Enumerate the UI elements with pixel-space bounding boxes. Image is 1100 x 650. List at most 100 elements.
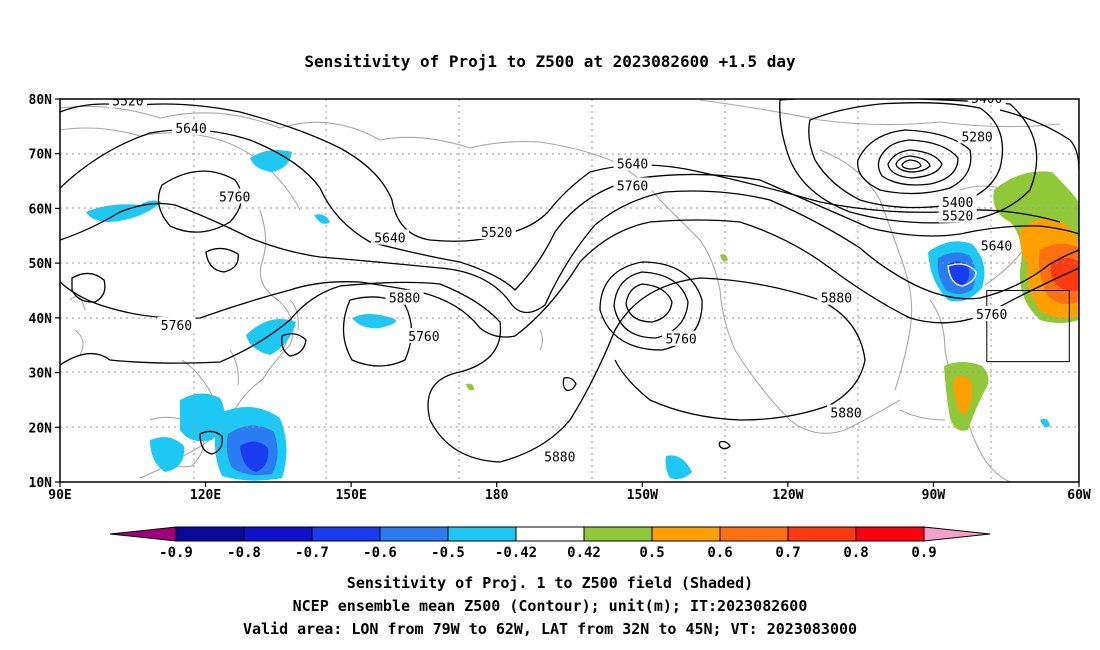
contour-pacific-low-3 [625,283,673,323]
contour-ne-outer-2 [779,99,1038,224]
contour-label: 5760 [665,333,696,348]
colorbar-box [651,526,721,542]
shade-blob [180,393,225,442]
lon-tick-label: 120E [190,488,221,503]
colorbar-box [787,526,857,542]
contour-pacific-low-1 [599,261,703,351]
chart-title: Sensitivity of Proj1 to Z500 at 20230826… [304,52,796,71]
contour-label: 5640 [981,240,1012,255]
contour-label-bg [385,289,424,305]
contour-label-bg [540,448,579,464]
contour-5640 [60,129,1079,291]
contour-label: 5760 [976,308,1007,323]
contour-label: 5880 [389,292,420,307]
contour-label: 5640 [617,158,648,173]
contour-ne-low-1 [857,129,972,195]
contour-label: 5880 [830,407,861,422]
contour-label: 5880 [544,450,575,465]
contour-label-bg [817,289,856,305]
lon-tick-label: 120W [772,488,803,503]
lon-tick-label: 60W [1067,488,1091,503]
contour-labels: 5520 5640 5760 5640 5520 5640 5760 5880 5760 5760… [108,92,1016,465]
colorbar-box [311,526,381,542]
map-frame [59,98,1080,483]
contour-label: 5520 [942,210,973,225]
colorbar-box [583,526,653,542]
colorbar-label: -0.8 [227,545,261,561]
shade-blob [665,455,692,480]
contour-ne-low-4 [895,155,931,173]
lat-tick-label: 40N [29,312,53,327]
lat-tick-label: 30N [29,367,53,382]
contour-closed-5760 [157,170,242,233]
contour-label: 5640 [374,232,405,247]
contour-label-bg [215,188,254,204]
contour-label: 5520 [481,226,512,241]
colorbar-box [243,526,313,542]
caption-line-2: NCEP ensemble mean Z500 (Contour); unit(… [293,597,808,615]
valid-area-box [986,290,1070,363]
shade-blob [246,318,296,355]
contour-label: 5280 [961,130,992,145]
contour-label: 5760 [219,190,250,205]
contour-5880 [60,277,866,463]
shade-blob [1040,418,1050,428]
colorbar-label: 0.6 [707,545,732,561]
contour-small [562,376,577,392]
contour-west-loop [281,333,307,357]
lat-tick-label: 10N [29,476,53,491]
colorbar-over-triangle [923,526,991,542]
contour-ne-low-3 [887,149,943,179]
map-panel: 5520 5640 5760 5640 5520 5640 5760 5880 5760 5760… [29,92,1091,503]
contour-label: 5520 [112,95,143,110]
contour-label: 5640 [175,122,206,137]
shade-blob [466,383,474,391]
contour-label-bg [172,120,211,136]
colorbar: -0.9 -0.8 -0.7 -0.6 -0.5 -0.42 0.42 0.5 0.6 0.7 0.… [109,526,991,561]
contour-5760 [60,190,1079,314]
contour-label-bg [972,306,1011,322]
contour-label: 5880 [821,292,852,307]
contour-label-bg [938,207,977,223]
contour-ne-low-5 [901,159,922,170]
lat-tick-label: 70N [29,148,53,163]
lat-tick-label: 60N [29,202,53,217]
lon-tick-label: 150E [335,488,366,503]
colorbar-label: 0.42 [567,545,601,561]
shade-blob [86,200,162,222]
contour-label-bg [108,99,147,108]
contour-label: 5760 [161,319,192,334]
contour-label-bg [477,224,516,240]
contour-label-bg [977,237,1016,253]
colorbar-box [447,526,517,542]
contour-west-loop [71,272,106,303]
contour-label-bg [827,404,866,420]
colorbar-label: 0.5 [639,545,664,561]
longitude-axis: 90E 120E 150E 180 150W 120W 90W 60W [48,482,1091,503]
contour-label-bg [370,229,409,245]
contour-ne-low-2 [877,139,959,186]
colorbar-label: -0.5 [431,545,465,561]
contour-label-bg [958,128,997,144]
contour-label-bg [613,155,652,171]
lon-tick-label: 90W [922,488,946,503]
contour-ne-outer-1 [808,102,1004,209]
lat-tick-label: 20N [29,421,53,436]
colorbar-box [379,526,449,542]
contour-label-bg [938,193,977,209]
shade-blob [953,376,973,414]
contour-label: 5760 [408,330,439,345]
contour-label-bg [404,328,443,344]
contour-label: 5400 [971,92,1002,107]
colorbar-label: 0.9 [911,545,936,561]
colorbar-label: -0.9 [159,545,193,561]
contour-small [199,430,223,455]
shade-blob [150,437,185,472]
contour-west-loop [205,247,239,273]
colorbar-box [175,526,245,542]
lat-tick-label: 80N [29,93,53,108]
contour-ne-ring [947,263,977,287]
colorbar-box [515,526,585,542]
colorbar-label: 0.7 [775,545,800,561]
colorbar-label: -0.7 [295,545,329,561]
